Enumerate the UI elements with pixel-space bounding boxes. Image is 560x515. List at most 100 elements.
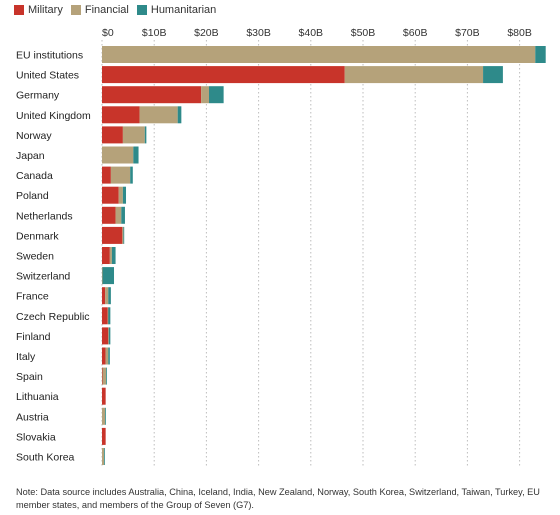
bar-france-humanitarian xyxy=(108,287,111,305)
bar-united-states-financial xyxy=(344,66,484,84)
legend-item-humanitarian: Humanitarian xyxy=(136,4,217,16)
x-tick-label: $30B xyxy=(246,27,271,39)
category-label-czech-republic: Czech Republic xyxy=(16,311,90,323)
x-tick-label: $20B xyxy=(194,27,219,39)
bar-finland-military xyxy=(102,327,109,345)
x-tick-label: $80B xyxy=(507,27,532,39)
bar-canada-humanitarian xyxy=(130,166,133,184)
bar-spain-military xyxy=(102,367,103,385)
bar-germany-financial xyxy=(201,86,210,104)
data-source-note: Note: Data source includes Australia, Ch… xyxy=(16,487,540,510)
bar-poland-financial xyxy=(118,186,123,204)
bar-canada-financial xyxy=(110,166,131,184)
bar-united-kingdom-humanitarian xyxy=(177,106,182,124)
y-axis-labels: EU institutions United States Germany Unite… xyxy=(16,50,91,464)
bar-czech-republic-humanitarian xyxy=(108,307,111,325)
bar-japan-financial xyxy=(102,146,134,164)
category-label-finland: Finland xyxy=(16,331,51,343)
bar-germany-humanitarian xyxy=(209,86,224,104)
bar-united-states-humanitarian xyxy=(483,66,503,84)
bar-south-korea-financial xyxy=(102,448,105,465)
x-tick-label: $60B xyxy=(403,27,428,39)
bar-united-states-military xyxy=(102,66,345,84)
category-label-spain: Spain xyxy=(16,371,43,383)
legend-label-humanitarian: Humanitarian xyxy=(150,4,217,16)
bar-czech-republic-military xyxy=(102,307,108,325)
bar-south-korea-humanitarian xyxy=(104,448,105,465)
category-label-norway: Norway xyxy=(16,130,52,142)
category-label-japan: Japan xyxy=(16,150,45,162)
category-label-switzerland: Switzerland xyxy=(16,271,70,283)
bar-germany-military xyxy=(102,86,202,104)
category-label-germany: Germany xyxy=(16,90,60,102)
category-label-slovakia: Slovakia xyxy=(16,431,56,443)
category-label-france: France xyxy=(16,291,49,303)
category-label-italy: Italy xyxy=(16,351,36,363)
bar-poland-humanitarian xyxy=(122,186,127,204)
legend-swatch-financial xyxy=(70,5,81,15)
category-label-austria: Austria xyxy=(16,411,49,423)
bar-sweden-humanitarian xyxy=(111,247,116,264)
category-label-canada: Canada xyxy=(16,170,53,182)
bar-eu-institutions-financial xyxy=(102,46,536,63)
bar-netherlands-military xyxy=(102,206,116,224)
category-label-united-states: United States xyxy=(16,70,79,82)
bar-finland-financial xyxy=(108,327,110,345)
bar-netherlands-financial xyxy=(115,206,122,224)
category-label-lithuania: Lithuania xyxy=(16,391,59,403)
bar-czech-republic-financial xyxy=(107,307,109,325)
legend-label-financial: Financial xyxy=(84,4,129,16)
bar-finland-humanitarian xyxy=(108,327,111,345)
bar-united-kingdom-military xyxy=(102,106,140,124)
bar-france-financial xyxy=(105,287,109,305)
chart-gridlines xyxy=(101,40,521,466)
bar-denmark-military xyxy=(102,226,123,244)
category-label-south-korea: South Korea xyxy=(16,452,75,464)
bar-netherlands-humanitarian xyxy=(121,206,125,224)
bar-austria-humanitarian xyxy=(105,407,106,425)
legend-item-military: Military xyxy=(14,4,63,16)
x-tick-label: $40B xyxy=(299,27,324,39)
category-label-netherlands: Netherlands xyxy=(16,210,73,222)
category-label-sweden: Sweden xyxy=(16,251,54,263)
bar-eu-institutions-humanitarian xyxy=(535,46,546,63)
bar-canada-military xyxy=(102,166,111,184)
bar-norway-financial xyxy=(122,126,145,144)
bar-norway-humanitarian xyxy=(144,126,147,144)
bar-japan-humanitarian xyxy=(133,146,139,164)
chart-legend: Military Financial Humanitarian xyxy=(14,2,224,18)
bar-france-military xyxy=(102,287,106,305)
bar-spain-humanitarian xyxy=(106,367,107,385)
bar-italy-humanitarian xyxy=(108,347,110,365)
bar-poland-military xyxy=(102,186,119,204)
bar-austria-financial xyxy=(102,407,106,425)
bar-sweden-financial xyxy=(109,247,112,264)
bar-united-kingdom-financial xyxy=(139,106,178,124)
bar-spain-financial xyxy=(102,367,107,385)
category-label-denmark: Denmark xyxy=(16,230,59,242)
x-axis-ticks: $0 $10B $20B $30B $40B $50B $60B $70B $80B xyxy=(102,27,532,39)
bar-sweden-military xyxy=(102,247,110,264)
chart-bars xyxy=(102,46,546,465)
bar-switzerland-financial xyxy=(102,267,103,285)
category-label-poland: Poland xyxy=(16,190,49,202)
stacked-bar-chart: $0 $10B $20B $30B $40B $50B $60B $70B $80B EU in… xyxy=(16,27,546,466)
x-tick-label: $10B xyxy=(142,27,167,39)
legend-swatch-humanitarian xyxy=(136,5,147,15)
legend-label-military: Military xyxy=(28,4,63,16)
bar-switzerland-humanitarian xyxy=(102,267,115,285)
x-tick-label: $70B xyxy=(455,27,480,39)
bar-norway-military xyxy=(102,126,123,144)
bar-denmark-financial xyxy=(122,226,124,244)
category-label-united-kingdom: United Kingdom xyxy=(16,110,91,122)
bar-denmark-humanitarian xyxy=(123,226,125,244)
x-tick-label: $50B xyxy=(351,27,376,39)
bar-slovakia-military xyxy=(102,427,106,445)
bar-italy-financial xyxy=(105,347,109,365)
category-label-eu-institutions: EU institutions xyxy=(16,50,83,62)
legend-item-financial: Financial xyxy=(70,4,129,16)
x-tick-label: $0 xyxy=(102,27,114,39)
bar-italy-military xyxy=(102,347,106,365)
bar-lithuania-military xyxy=(102,387,106,405)
legend-swatch-military xyxy=(14,5,24,15)
